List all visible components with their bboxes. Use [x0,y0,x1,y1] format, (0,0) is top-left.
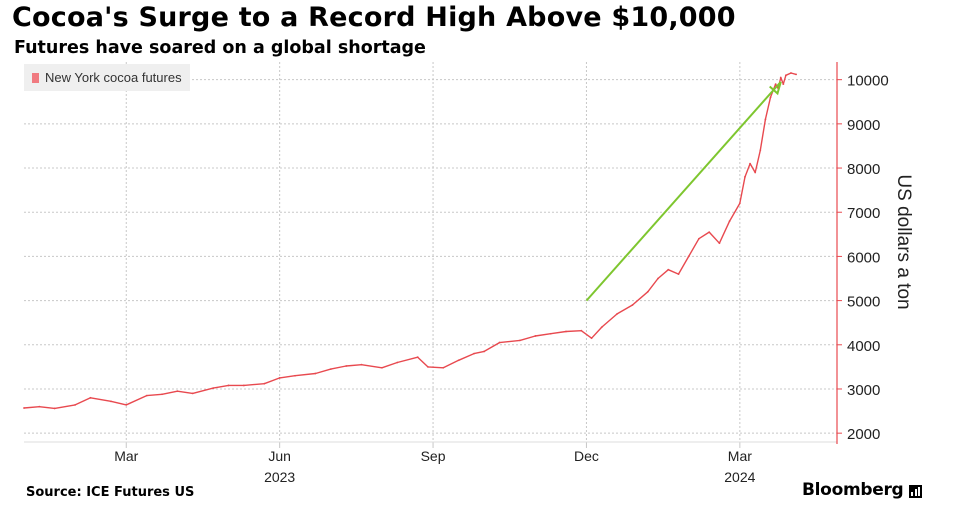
data-point [774,83,777,85]
data-point [498,341,501,344]
data-point [227,384,230,387]
trend-arrow [585,81,782,302]
data-point [667,268,670,271]
data-point [416,356,419,359]
data-point [263,382,266,385]
data-point [360,363,363,366]
data-point [580,329,583,332]
data-point [744,175,746,178]
y-tick-label: 6000 [847,249,880,266]
data-point [89,396,92,399]
x-tick-label: Mar [114,448,138,464]
data-point [657,277,659,280]
data-point [764,118,767,121]
x-tick-label: Mar [728,448,752,464]
data-point [396,361,399,364]
chart-subtitle: Futures have soared on a global shortage [14,38,426,58]
data-point [718,242,721,245]
data-point [600,326,603,329]
bar-chart-icon [909,484,923,498]
year-label: 2024 [724,469,755,485]
data-point [329,368,332,370]
data-point [784,74,787,77]
data-point [677,273,680,275]
y-tick-label: 7000 [847,205,880,222]
data-point [782,83,785,85]
data-point [754,171,757,174]
data-point [519,339,521,342]
legend-swatch [32,72,39,83]
data-point [294,374,296,377]
bloomberg-logo: Bloomberg [802,480,923,500]
y-tick-label: 3000 [847,382,880,399]
data-point [565,330,567,333]
data-point [242,384,245,387]
data-point [212,387,215,389]
y-tick-label: 10000 [847,73,889,90]
y-tick-label: 4000 [847,338,880,355]
y-tick-label: 5000 [847,294,880,311]
brand-name: Bloomberg [802,480,904,500]
data-point [74,403,77,406]
data-point [769,96,772,99]
data-point [345,365,348,367]
data-point [795,73,797,76]
data-point [483,350,486,353]
data-point [442,366,445,369]
source-note: Source: ICE Futures US [26,485,195,500]
x-tick-label: Dec [574,448,599,464]
data-point [708,231,711,234]
data-point [473,352,475,355]
data-point [278,377,281,379]
chart-title: Cocoa's Surge to a Record High Above $10… [12,2,736,33]
data-point [790,72,792,74]
legend: New York cocoa futures [24,64,190,91]
data-point [698,237,700,240]
data-point [549,332,552,335]
data-point [53,407,56,410]
y-axis-title: US dollars a ton [893,174,914,309]
data-point [728,220,731,222]
x-tick-label: Jun [268,448,291,464]
data-point [738,202,741,205]
data-point [616,312,619,315]
data-point [23,407,25,409]
data-point [534,335,537,337]
trend-arrow-head [769,81,782,96]
data-point [125,403,128,406]
data-point [779,76,782,79]
data-point [381,366,383,369]
data-point [176,390,179,393]
data-point [759,149,762,152]
data-point [314,372,317,375]
series-line [23,72,797,410]
data-point [145,394,148,397]
y-tick-label: 2000 [847,426,880,443]
data-point [110,400,112,403]
data-point [646,290,649,293]
data-point [457,359,460,362]
data-point [38,405,41,408]
data-point [687,255,690,258]
data-point [590,337,593,340]
x-tick-label: Sep [421,448,446,464]
data-point [161,393,163,396]
year-label: 2023 [264,469,295,485]
legend-label: New York cocoa futures [45,70,182,85]
data-point [749,162,751,165]
y-tick-label: 8000 [847,161,880,178]
data-point [631,304,634,306]
data-point [191,392,194,395]
data-point [427,365,429,368]
y-tick-label: 9000 [847,117,880,134]
